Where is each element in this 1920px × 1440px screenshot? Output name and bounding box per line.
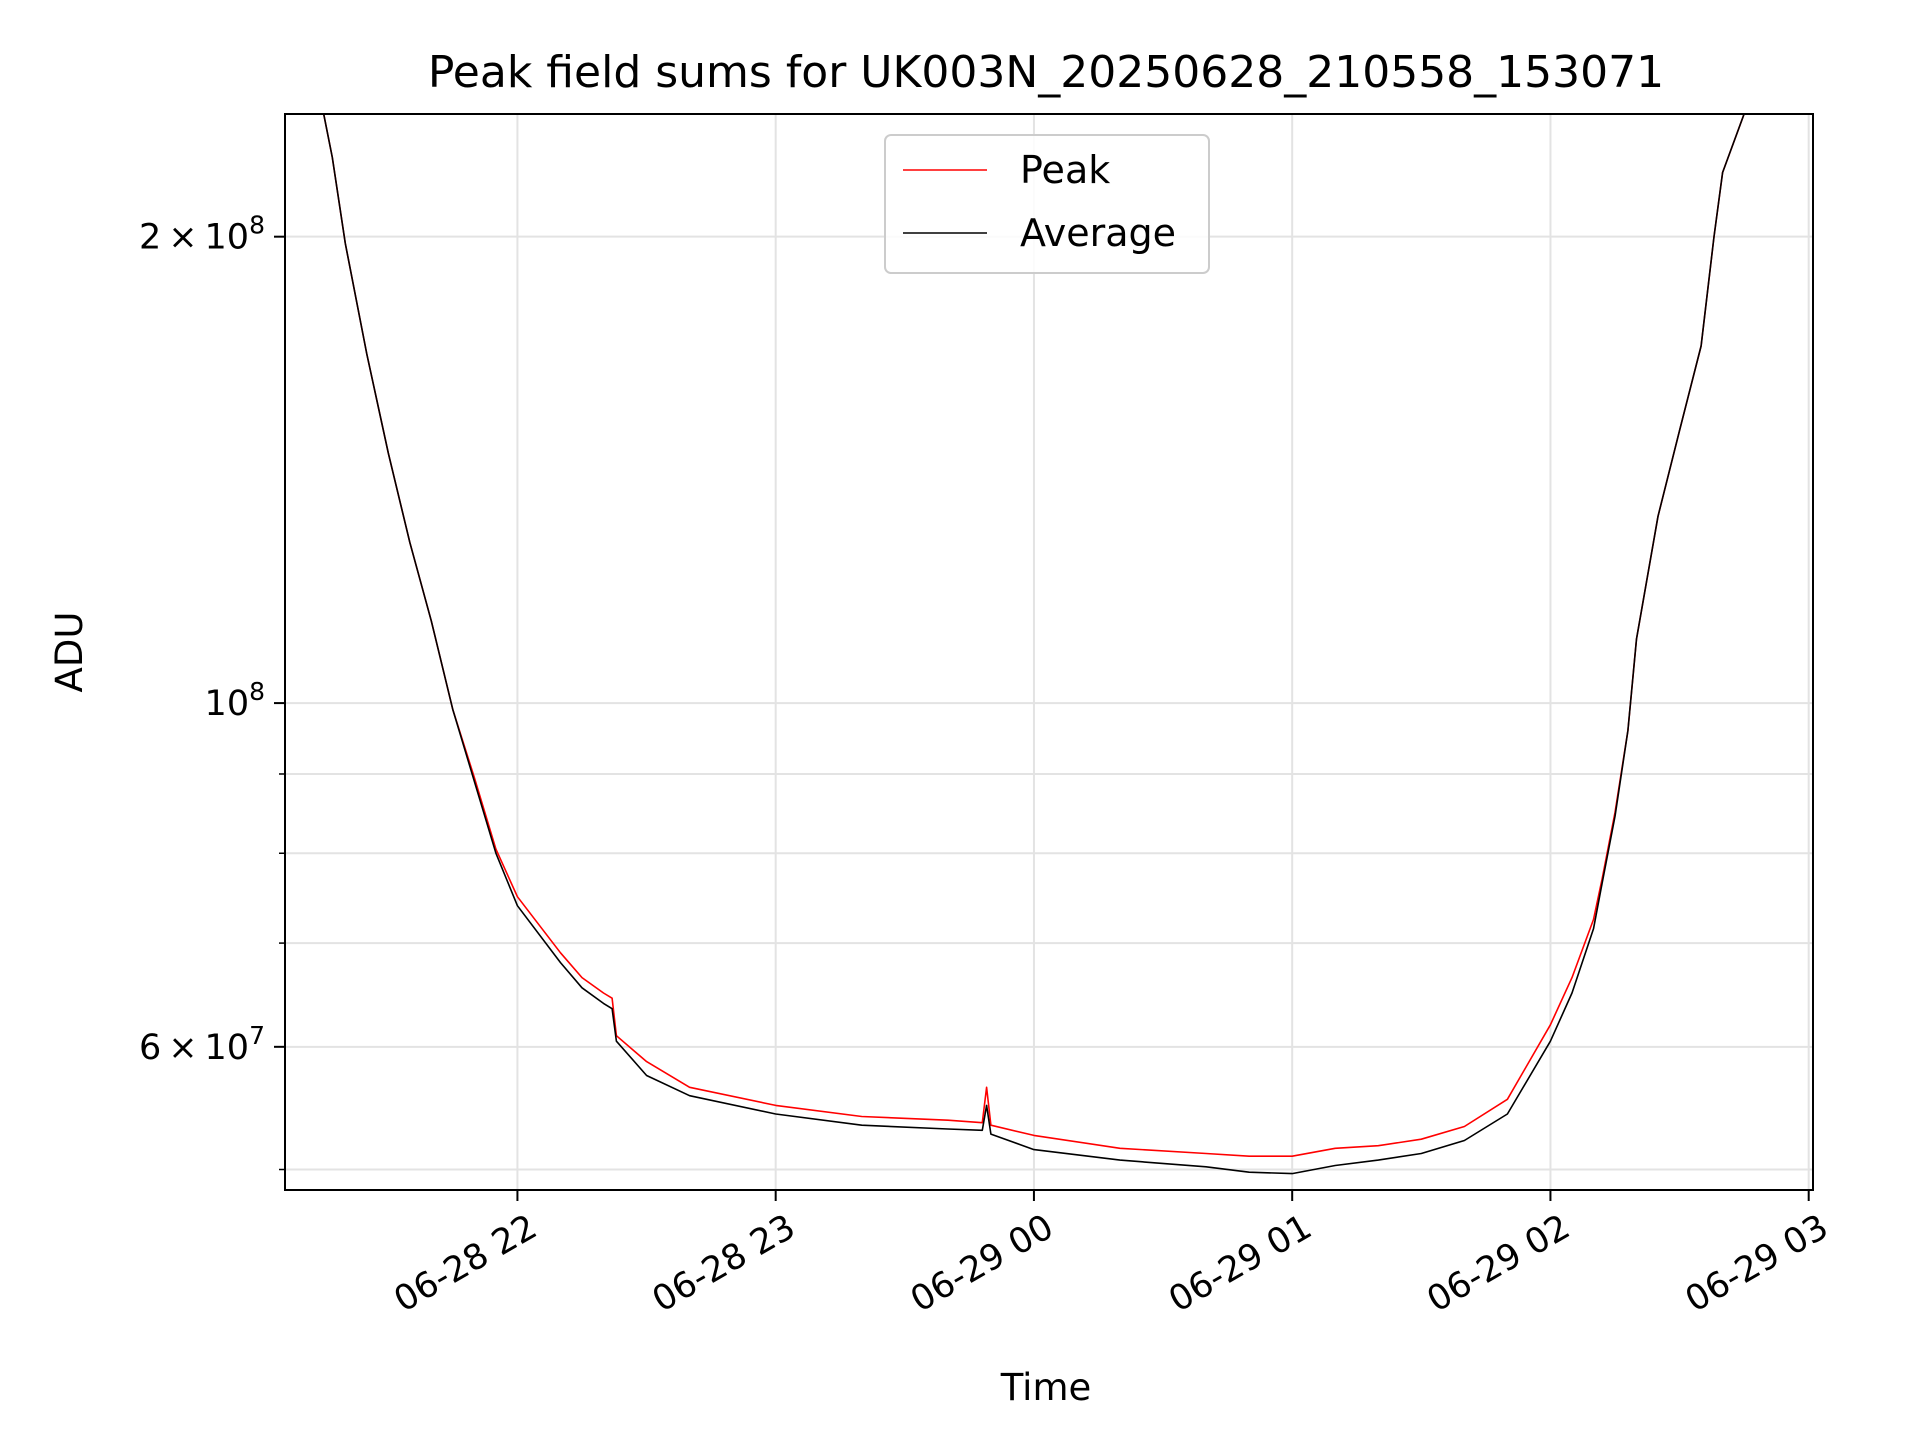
grid-lines: [285, 114, 1813, 1190]
legend-average-label: Average: [1020, 211, 1176, 255]
y-axis: 108 2 × 108 6 × 107: [139, 211, 285, 1171]
y-tick-exponent: 7: [249, 1021, 265, 1050]
chart-title: Peak field sums for UK003N_20250628_2105…: [428, 47, 1664, 98]
legend-peak-label: Peak: [1020, 148, 1110, 192]
y-tick-label: 2 × 108: [139, 211, 265, 258]
legend: Peak Average: [884, 134, 1210, 274]
series-layer: [302, 114, 1766, 1175]
y-tick-label: 6 × 107: [139, 1021, 265, 1068]
y-tick-exponent: 8: [249, 211, 265, 240]
y-tick-label: 108: [205, 677, 265, 724]
y-tick-exponent: 8: [249, 677, 265, 706]
y-axis-label: ADU: [48, 612, 91, 693]
plot-area-frame: [284, 113, 1814, 1191]
series-line-average: [302, 114, 1766, 1175]
x-axis-label: Time: [1000, 1366, 1092, 1409]
